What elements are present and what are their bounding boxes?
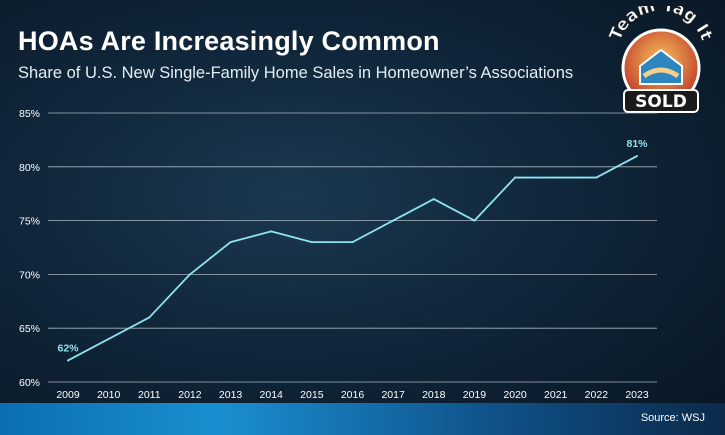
data-point: [188, 273, 191, 276]
data-point: [554, 176, 557, 179]
data-point: [270, 230, 273, 233]
logo-sold-banner: [623, 89, 699, 113]
data-label: 62%: [57, 342, 79, 354]
data-label: 81%: [626, 138, 648, 150]
y-tick-label: 65%: [19, 323, 40, 335]
handshake-icon: [642, 67, 680, 79]
team-tag-it-logo: Team Tag It SOLD: [606, 6, 716, 113]
data-point: [595, 176, 598, 179]
y-tick-label: 75%: [19, 216, 40, 228]
y-tick-label: 60%: [19, 377, 40, 389]
x-tick-label: 2021: [544, 389, 568, 401]
series-line: [67, 155, 638, 362]
data-point: [636, 155, 638, 158]
x-tick-label: 2009: [56, 389, 80, 401]
data-point: [473, 219, 476, 222]
chart-subtitle: Share of U.S. New Single-Family Home Sal…: [18, 64, 574, 82]
data-point: [229, 241, 232, 244]
x-tick-label: 2011: [138, 389, 161, 401]
x-tick-label: 2015: [300, 389, 324, 401]
data-point: [514, 176, 517, 179]
y-tick-label: 70%: [19, 269, 40, 281]
x-tick-label: 2014: [260, 389, 284, 401]
x-tick-label: 2016: [341, 389, 365, 401]
x-tick-label: 2010: [97, 389, 121, 401]
data-point: [107, 337, 110, 340]
chart-title: HOAs Are Increasingly Common: [18, 26, 440, 56]
data-point: [310, 241, 313, 244]
x-tick-label: 2023: [625, 389, 649, 401]
x-tick-label: 2020: [503, 389, 527, 401]
x-tick-label: 2018: [422, 389, 446, 401]
data-point: [432, 198, 435, 201]
y-tick-label: 85%: [19, 108, 40, 120]
data-point: [392, 219, 395, 222]
logo-sold-text: SOLD: [635, 92, 687, 112]
x-tick-label: 2013: [219, 389, 243, 401]
house-icon: [639, 48, 683, 85]
x-tick-label: 2012: [178, 389, 202, 401]
source-note: Source: WSJ: [640, 412, 705, 424]
y-tick-label: 80%: [19, 162, 40, 174]
data-point: [67, 359, 69, 362]
data-point: [351, 241, 354, 244]
x-tick-label: 2019: [463, 389, 487, 401]
footer-band: Source: WSJ: [0, 403, 725, 435]
x-tick-label: 2022: [585, 389, 609, 401]
data-point: [148, 316, 151, 319]
x-tick-label: 2017: [381, 389, 405, 401]
